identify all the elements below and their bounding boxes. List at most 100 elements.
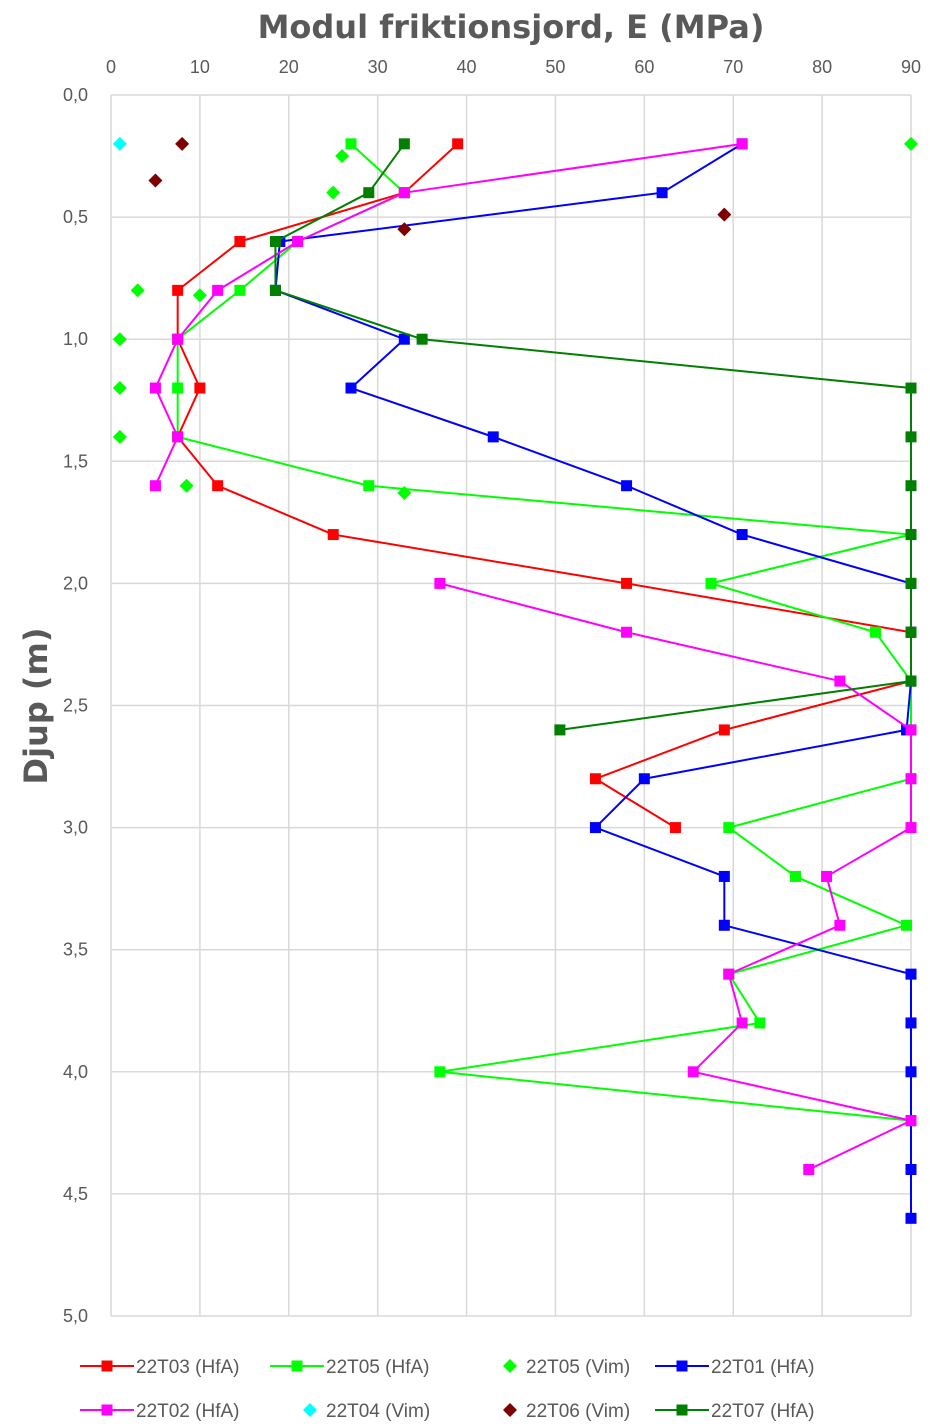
legend-label: 22T02 (HfA) (136, 1401, 239, 1422)
data-point (718, 870, 730, 882)
data-point (452, 138, 464, 150)
series-line (439, 582, 912, 1171)
x-tick-label: 90 (901, 57, 921, 77)
data-point (397, 222, 412, 237)
data-point (212, 284, 224, 296)
data-point (717, 207, 732, 222)
data-point (172, 284, 184, 296)
data-point (269, 284, 281, 296)
data-point (621, 626, 633, 638)
data-point (905, 1115, 917, 1127)
data-point (905, 675, 917, 687)
data-point (905, 529, 917, 541)
x-tick-labels: 0 10 20 30 40 50 60 70 80 90 (106, 57, 921, 77)
data-point (363, 187, 375, 199)
data-point (292, 236, 304, 248)
data-point (503, 1403, 517, 1417)
data-point (589, 773, 601, 785)
data-point (905, 822, 917, 834)
data-point (179, 478, 194, 493)
data-point (789, 870, 801, 882)
data-point (638, 773, 650, 785)
legend-item-5: 22T04 (Vim) (303, 1401, 430, 1422)
series-2 (112, 136, 918, 501)
data-point (905, 1212, 917, 1224)
y-tick-label: 1,5 (63, 451, 88, 471)
data-point (723, 968, 735, 980)
series-5 (112, 136, 127, 151)
data-point (175, 136, 190, 151)
data-point (834, 675, 846, 687)
x-tick-label: 70 (723, 57, 743, 77)
x-tick-label: 0 (106, 57, 116, 77)
y-axis-label: Djup (m) (17, 628, 55, 785)
data-point (503, 1359, 517, 1373)
series-layer (112, 136, 918, 1224)
data-point (326, 185, 341, 200)
data-point (112, 381, 127, 396)
data-point (754, 1017, 766, 1029)
x-tick-label: 40 (457, 57, 477, 77)
legend-label: 22T01 (HfA) (711, 1357, 814, 1378)
y-tick-label: 0,5 (63, 207, 88, 227)
data-point (905, 1017, 917, 1029)
data-point (905, 382, 917, 394)
series-line (274, 143, 912, 731)
series-7 (269, 138, 917, 736)
y-tick-labels: 0,0 0,5 1,0 1,5 2,0 2,5 3,0 3,5 4,0 4,5 5,0 (63, 85, 88, 1326)
data-point (656, 187, 668, 199)
data-point (335, 149, 350, 164)
x-tick-label: 50 (545, 57, 565, 77)
series-line (176, 143, 912, 829)
data-point (212, 480, 224, 492)
data-point (434, 1066, 446, 1078)
data-point (723, 822, 735, 834)
data-point (172, 382, 184, 394)
data-point (803, 1163, 815, 1175)
x-tick-label: 10 (190, 57, 210, 77)
data-point (669, 822, 681, 834)
data-point (869, 626, 881, 638)
data-point (363, 480, 375, 492)
data-point (554, 724, 566, 736)
data-point (112, 429, 127, 444)
data-point (718, 919, 730, 931)
data-point (905, 1066, 917, 1078)
data-point (904, 136, 918, 151)
series-1 (172, 138, 917, 1127)
series-4 (149, 138, 917, 1175)
legend: 22T03 (HfA) 22T05 (HfA) 22T05 (Vim) 22T01 (… (80, 1357, 814, 1422)
data-point (487, 431, 499, 443)
legend-label: 22T05 (HfA) (326, 1357, 429, 1378)
data-point (398, 138, 410, 150)
data-point (589, 822, 601, 834)
data-point (172, 333, 184, 345)
data-point (736, 138, 748, 150)
y-tick-label: 4,5 (63, 1184, 88, 1204)
data-point (149, 382, 161, 394)
data-point (621, 577, 633, 589)
data-point (901, 919, 913, 931)
data-point (149, 480, 161, 492)
data-point (234, 284, 246, 296)
series-line (176, 143, 912, 1122)
x-tick-label: 20 (279, 57, 299, 77)
y-tick-label: 1,0 (63, 329, 88, 349)
series-line (274, 142, 912, 1219)
legend-label: 22T04 (Vim) (326, 1401, 430, 1422)
data-point (905, 968, 917, 980)
data-point (905, 773, 917, 785)
data-point (130, 283, 145, 298)
data-point (172, 431, 184, 443)
data-point (194, 382, 206, 394)
data-point (112, 332, 127, 347)
y-tick-label: 5,0 (63, 1306, 88, 1326)
x-tick-label: 80 (812, 57, 832, 77)
y-tick-label: 4,0 (63, 1062, 88, 1082)
legend-item-3: 22T01 (HfA) (655, 1357, 814, 1378)
data-point (834, 919, 846, 931)
data-point (345, 138, 357, 150)
x-tick-label: 30 (368, 57, 388, 77)
legend-label: 22T07 (HfA) (711, 1401, 814, 1422)
